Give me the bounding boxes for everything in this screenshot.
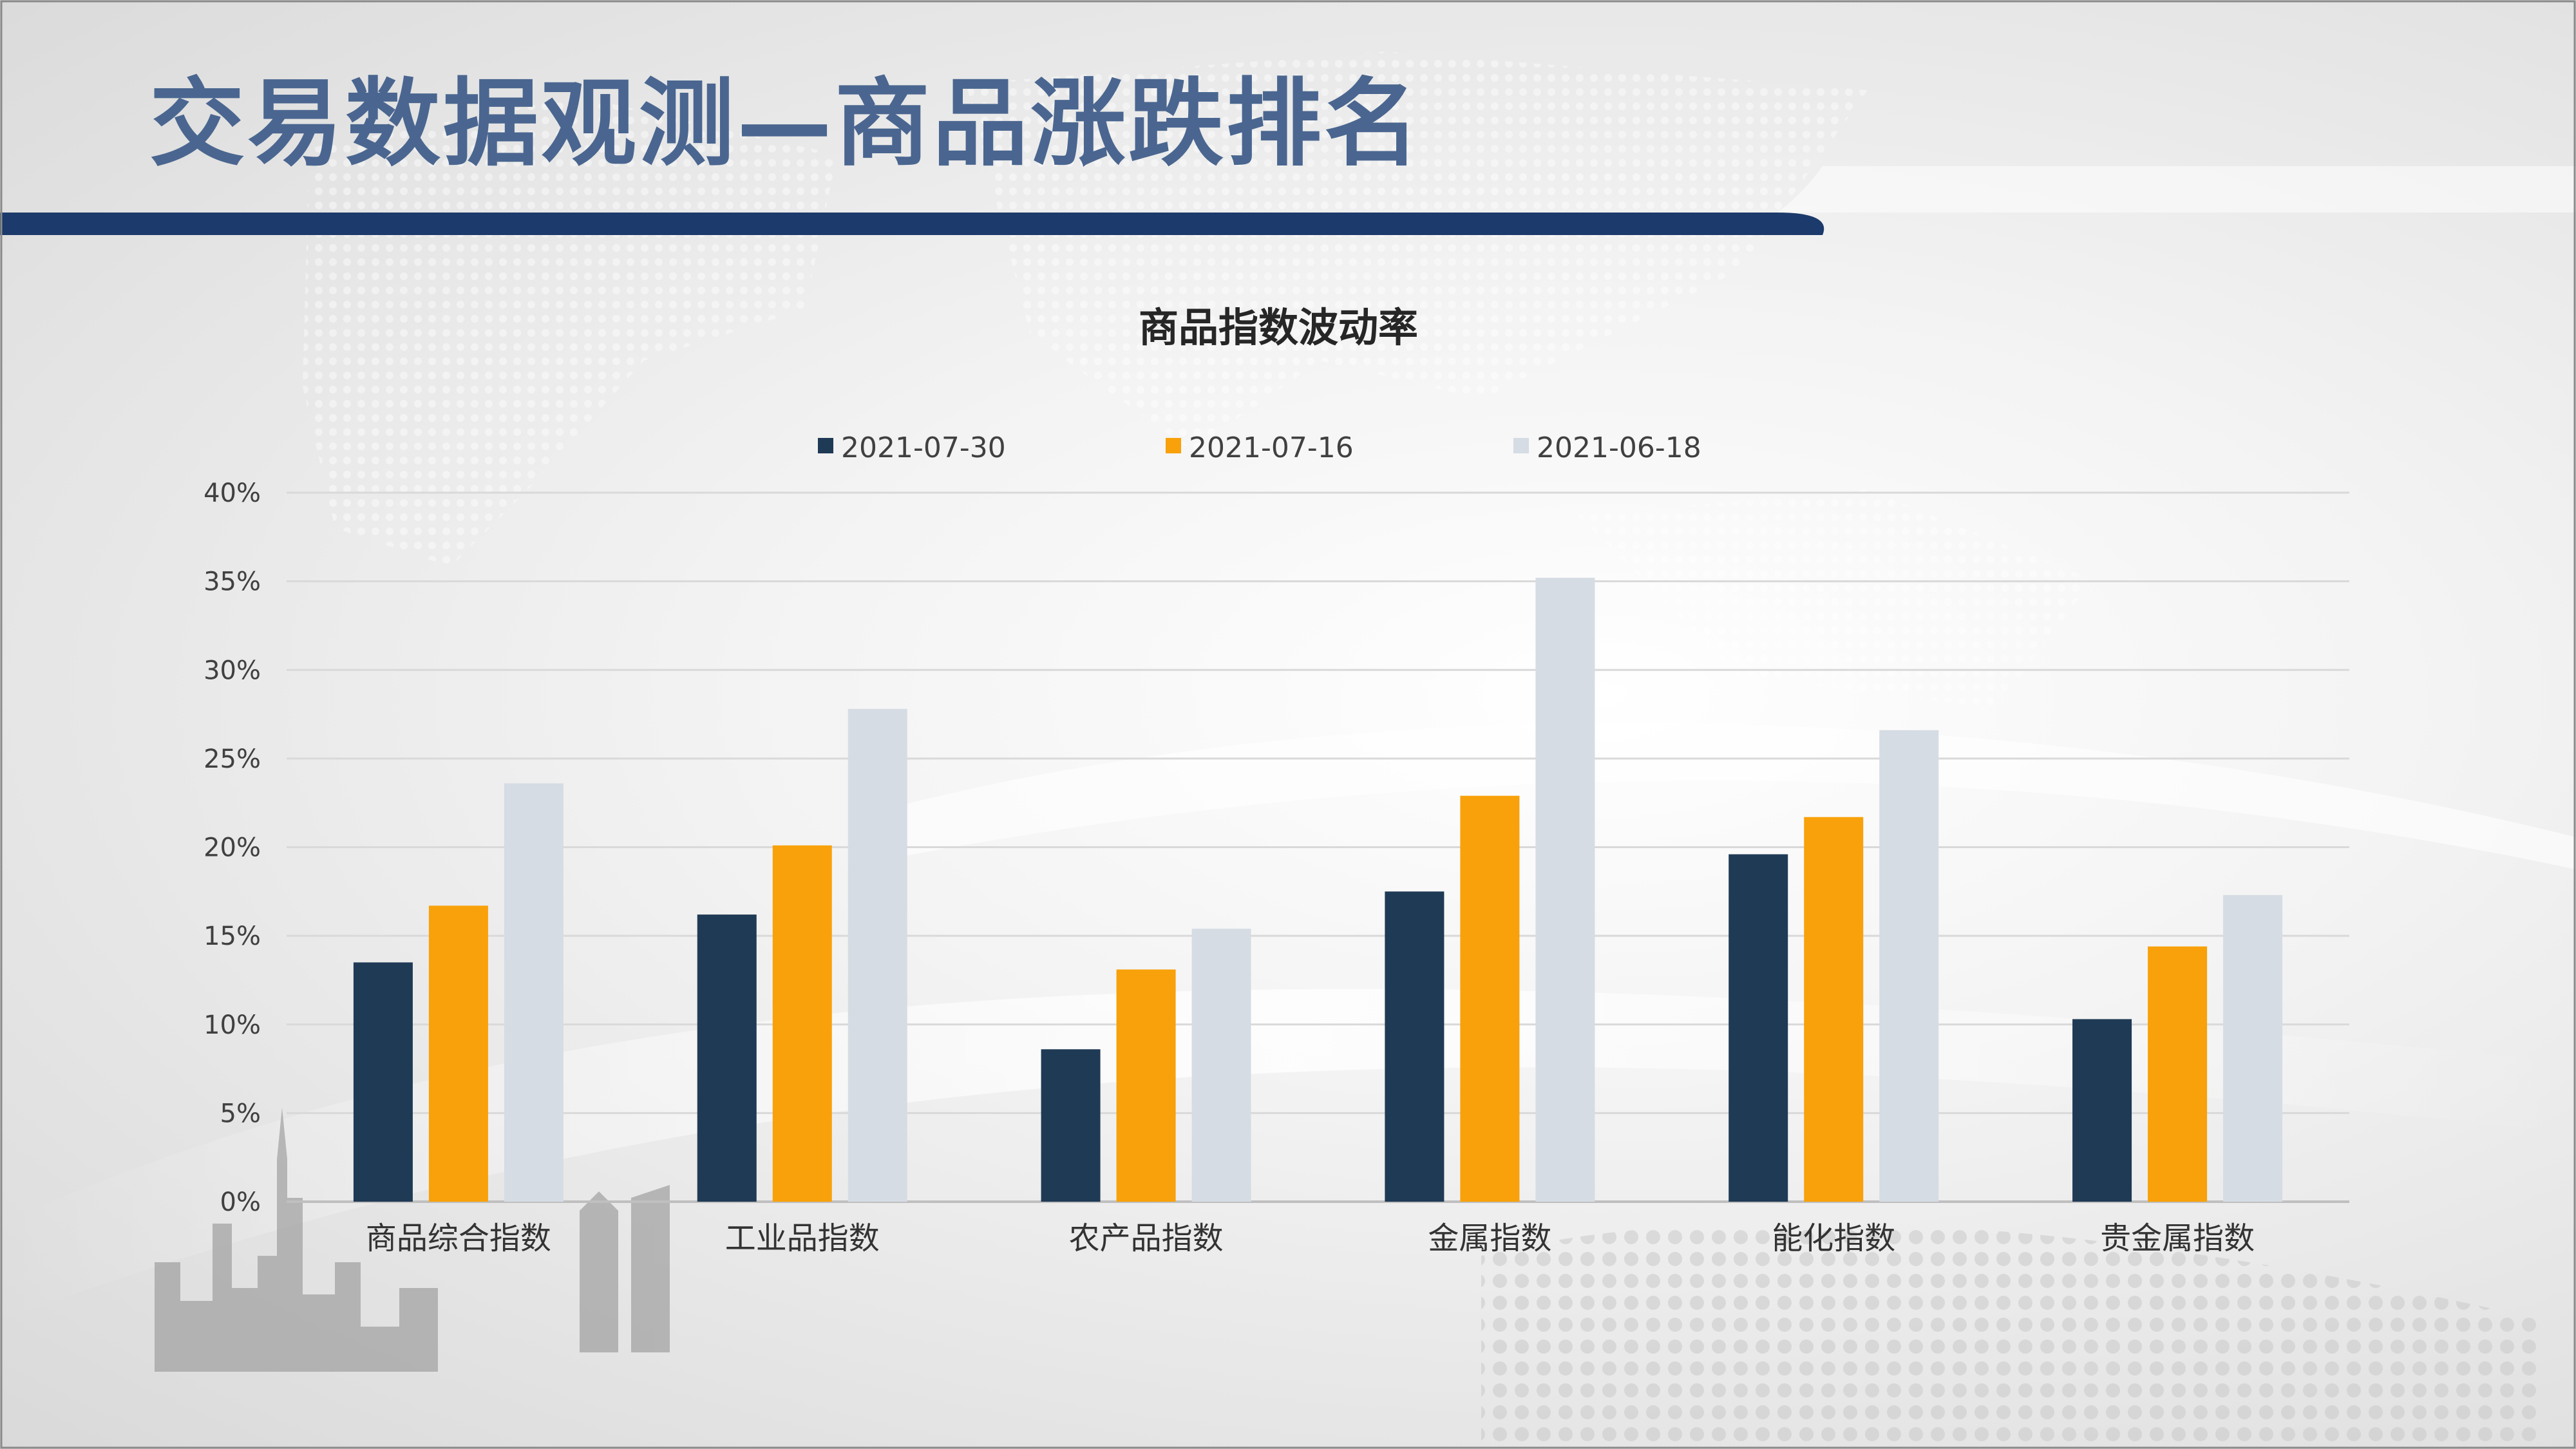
bar-3-1 [504, 783, 564, 1202]
legend-swatch [818, 438, 833, 453]
honeycomb-dots [1481, 1222, 2544, 1449]
y-axis: 0% 5% 10% 15% 20% 25% 30% 35% 40% [204, 478, 261, 1217]
bar-1-6 [2072, 1019, 2132, 1202]
bars [353, 578, 2283, 1202]
y-tick-label: 40% [204, 478, 261, 508]
x-tick-label: 工业品指数 [725, 1220, 880, 1256]
legend-swatch [1166, 438, 1181, 453]
y-tick-label: 30% [204, 656, 261, 685]
bar-1-2 [697, 914, 757, 1202]
y-tick-label: 0% [220, 1188, 261, 1217]
bar-1-1 [353, 962, 413, 1202]
header-band [0, 213, 1824, 235]
bar-2-6 [2148, 946, 2208, 1202]
gridlines [287, 491, 2349, 1203]
bar-3-3 [1191, 929, 1251, 1202]
legend-label: 2021-07-16 [1189, 431, 1354, 464]
x-axis: 商品综合指数 工业品指数 农产品指数 金属指数 能化指数 贵金属指数 [366, 1220, 2255, 1256]
x-tick-label: 金属指数 [1428, 1220, 1551, 1256]
bar-2-2 [772, 845, 832, 1202]
bar-3-6 [2223, 895, 2283, 1202]
x-tick-label: 贵金属指数 [2100, 1220, 2255, 1256]
y-tick-label: 35% [204, 567, 261, 597]
bar-2-5 [1804, 817, 1864, 1202]
bar-2-3 [1116, 969, 1176, 1202]
bar-1-5 [1728, 854, 1788, 1202]
x-tick-label: 能化指数 [1772, 1220, 1895, 1256]
y-tick-label: 20% [204, 833, 261, 863]
y-tick-label: 15% [204, 922, 261, 951]
legend-label: 2021-06-18 [1537, 431, 1701, 464]
x-tick-label: 农产品指数 [1069, 1220, 1224, 1256]
y-tick-label: 25% [204, 744, 261, 774]
bar-2-1 [428, 905, 488, 1202]
legend: 2021-07-30 2021-07-16 2021-06-18 [818, 431, 1701, 464]
slide-title: 交易数据观测—商品涨跌排名 [149, 68, 1422, 179]
bar-2-4 [1460, 795, 1520, 1202]
bar-3-2 [848, 708, 907, 1202]
y-tick-label: 5% [220, 1099, 261, 1128]
bar-3-4 [1535, 578, 1595, 1202]
bar-1-4 [1385, 891, 1444, 1202]
legend-label: 2021-07-30 [841, 431, 1006, 464]
bar-1-3 [1041, 1049, 1101, 1202]
chart-title: 商品指数波动率 [1139, 304, 1418, 351]
y-tick-label: 10% [204, 1010, 261, 1040]
bar-3-5 [1879, 730, 1939, 1202]
legend-swatch [1513, 438, 1529, 453]
x-tick-label: 商品综合指数 [366, 1220, 551, 1256]
city-skyline [155, 1108, 670, 1372]
